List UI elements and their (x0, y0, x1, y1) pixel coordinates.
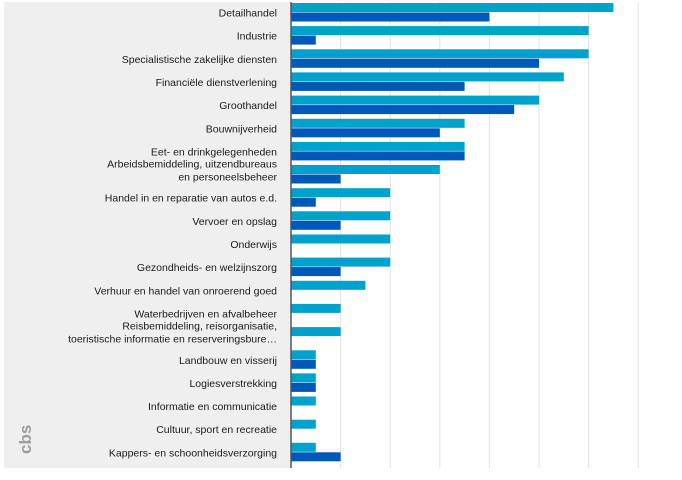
bar-series-1 (291, 373, 316, 383)
category-label: Industrie (237, 31, 277, 43)
bar-series-1 (291, 141, 465, 151)
bar-series-1 (291, 49, 589, 59)
category-label: Reisbemiddeling, reisorganisatie, toerist… (68, 321, 277, 346)
bar-series-2 (291, 452, 341, 462)
category-label: Vervoer en opslag (192, 216, 277, 228)
bar-series-2 (291, 382, 316, 392)
bar-series-1 (291, 165, 440, 174)
category-label: Eet- en drinkgelegenheden (151, 146, 277, 158)
category-label: Gezondheids- en welzijnszorg (137, 262, 277, 274)
category-label: Landbouw en visserij (179, 355, 277, 367)
bar-series-2 (291, 12, 490, 22)
category-label: Financiële dienstverlening (156, 77, 278, 89)
bar-series-2 (291, 35, 316, 45)
bar-series-2 (291, 197, 316, 207)
bar-series-1 (291, 118, 465, 128)
bar-series-1 (291, 396, 316, 406)
category-label: Arbeidsbemiddeling, uitzendbureaus en per… (107, 159, 277, 184)
category-label: Onderwijs (230, 239, 277, 251)
category-label: Bouwnijverheid (206, 123, 277, 135)
bar-series-2 (291, 220, 341, 230)
bar-series-2 (291, 267, 341, 277)
bar-series-1 (291, 442, 316, 452)
category-label: Verhuur en handel van onroerend goed (94, 285, 277, 297)
bar-series-1 (291, 327, 341, 337)
bars (291, 3, 614, 462)
category-label: Detailhandel (219, 8, 277, 20)
category-label: Kappers- en schoonheidsverzorging (109, 447, 277, 459)
category-label-line: Arbeidsbemiddeling, uitzendbureaus (107, 159, 277, 171)
bar-series-2 (291, 151, 465, 161)
bar-series-1 (291, 211, 391, 221)
bar-series-1 (291, 303, 341, 313)
bar-series-1 (291, 95, 539, 105)
bar-series-1 (291, 188, 391, 198)
category-label: Logiesverstrekking (189, 378, 277, 390)
category-label: Cultuur, sport en recreatie (156, 424, 277, 436)
category-labels: Detailhandel Industrie Specialistische zak… (68, 8, 277, 460)
category-label-line: en personeelsbeheer (178, 172, 277, 184)
category-label: Informatie en communicatie (148, 401, 277, 413)
category-label: Groothandel (219, 100, 277, 112)
label-panel (4, 2, 291, 468)
bar-series-1 (291, 419, 316, 429)
bar-series-1 (291, 3, 614, 12)
bar-series-2 (291, 128, 440, 138)
bar-series-2 (291, 359, 316, 369)
bar-series-1 (291, 257, 391, 267)
category-label: Specialistische zakelijke diensten (122, 54, 277, 66)
bar-series-1 (291, 280, 366, 290)
bar-series-1 (291, 350, 316, 360)
bar-series-2 (291, 105, 515, 115)
category-label: Handel in en reparatie van autos e.d. (105, 193, 277, 205)
bar-series-2 (291, 174, 341, 184)
category-label-line: toeristische informatie en reserveringsb… (68, 334, 277, 346)
bar-series-1 (291, 26, 589, 36)
bar-series-1 (291, 234, 391, 244)
bar-series-2 (291, 81, 465, 91)
bar-series-2 (291, 58, 539, 68)
category-label-line: Reisbemiddeling, reisorganisatie, (122, 321, 277, 333)
bar-series-1 (291, 72, 564, 82)
category-label: Waterbedrijven en afvalbeheer (134, 308, 277, 320)
cbs-logo: cbs (16, 425, 35, 454)
